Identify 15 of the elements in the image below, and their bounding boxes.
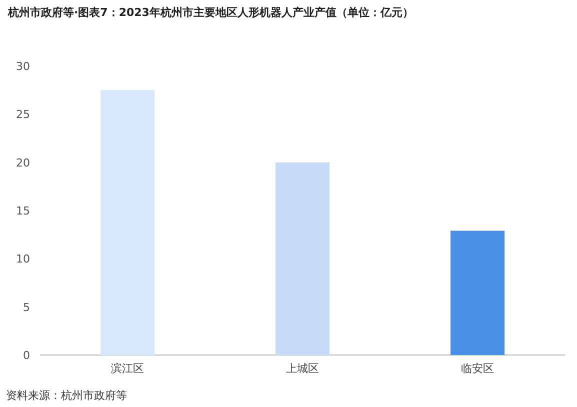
y-tick-label: 15 xyxy=(16,204,30,218)
y-tick-label: 10 xyxy=(16,252,30,266)
y-tick-label: 30 xyxy=(16,60,30,73)
y-tick-label: 20 xyxy=(16,156,30,170)
chart-title: 杭州市政府等·图表7：2023年杭州市主要地区人形机器人产业产值（单位：亿元） xyxy=(7,6,414,19)
x-tick-label: 上城区 xyxy=(286,362,319,375)
y-tick-label: 0 xyxy=(23,349,30,362)
bar xyxy=(276,162,330,355)
bar xyxy=(450,230,504,355)
x-tick-label: 滨江区 xyxy=(111,362,144,375)
x-tick-label: 临安区 xyxy=(461,362,494,375)
y-tick-label: 5 xyxy=(23,300,30,314)
text: 资料来源：杭州市政府等 xyxy=(6,389,127,402)
y-tick-label: 25 xyxy=(16,108,30,122)
bar xyxy=(100,90,154,355)
